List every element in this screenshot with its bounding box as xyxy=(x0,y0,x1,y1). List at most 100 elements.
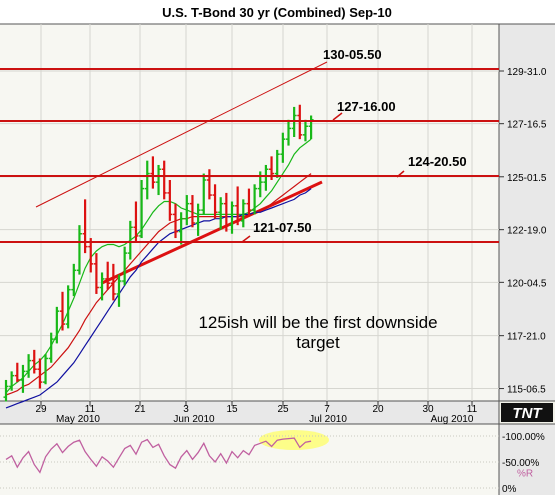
ohlc-bar xyxy=(116,274,122,307)
label-130: 130-05.50 xyxy=(323,47,382,62)
price-axis: 129-31.0 127-16.5 125-01.5 122-19.0 120-04.5… xyxy=(499,67,547,396)
callout-tick-124 xyxy=(396,170,405,178)
ohlc-bar xyxy=(274,149,280,178)
ohlc-bar xyxy=(206,169,212,200)
y-tick-label: 120-04.5 xyxy=(507,278,547,289)
x-month-label: Jun 2010 xyxy=(173,414,215,425)
ohlc-bar xyxy=(122,246,128,286)
tnt-logo: TNT xyxy=(501,403,553,422)
ohlc-bar xyxy=(54,306,60,344)
osc-tick-label: -50.00% xyxy=(502,458,539,469)
callout-tick-127 xyxy=(332,112,343,121)
ohlc-bar xyxy=(139,180,145,239)
x-day-label: 21 xyxy=(134,404,146,415)
ohlc-bar xyxy=(26,354,32,378)
x-day-label: 29 xyxy=(35,404,47,415)
ohlc-bars xyxy=(3,104,314,402)
oscillator-axis-area xyxy=(499,424,555,495)
ohlc-bar xyxy=(48,332,54,363)
x-day-label: 25 xyxy=(277,404,289,415)
ohlc-bar xyxy=(31,349,37,374)
ohlc-bar xyxy=(286,119,291,146)
ohlc-bar xyxy=(252,184,258,215)
x-month-label: May 2010 xyxy=(56,414,100,425)
ohlc-bar xyxy=(218,197,224,230)
ohlc-bar xyxy=(235,186,241,226)
ohlc-bar xyxy=(76,225,82,275)
note-line-1: 125ish will be the first downside xyxy=(198,313,437,332)
x-day-label: 3 xyxy=(183,404,189,415)
note-line-2: target xyxy=(296,333,340,352)
logo-text: TNT xyxy=(512,405,543,422)
ohlc-bar xyxy=(212,184,218,219)
callout-tick-121 xyxy=(241,235,251,243)
x-day-label: 15 xyxy=(226,404,238,415)
chart-title: U.S. T-Bond 30 yr (Combined) Sep-10 xyxy=(162,5,392,20)
y-tick-label: 115-06.5 xyxy=(507,385,546,396)
ohlc-bar xyxy=(223,192,229,232)
date-axis-area xyxy=(0,401,499,424)
y-tick-label: 129-31.0 xyxy=(507,67,547,78)
label-124: 124-20.50 xyxy=(408,154,467,169)
oscillator: -100.00% -50.00%%R0% xyxy=(0,432,545,495)
ohlc-bar xyxy=(105,261,111,290)
x-month-label: Aug 2010 xyxy=(431,414,474,425)
ohlc-bar xyxy=(133,201,139,243)
ohlc-bar xyxy=(9,371,15,391)
ohlc-bar xyxy=(240,199,246,228)
x-day-label: 11 xyxy=(85,404,96,415)
ohlc-bar xyxy=(71,263,77,297)
x-day-label: 20 xyxy=(372,404,384,415)
ohlc-bar xyxy=(60,291,65,331)
osc-tick-label: 0% xyxy=(502,484,517,495)
x-day-label: 7 xyxy=(324,404,330,415)
osc-tick-label: %R xyxy=(517,468,533,479)
ohlc-bar xyxy=(20,364,26,393)
price-axis-area xyxy=(499,24,555,401)
ohlc-bar xyxy=(156,164,162,196)
ohlc-bar xyxy=(263,164,269,191)
ohlc-bar xyxy=(150,156,156,189)
label-127: 127-16.00 xyxy=(337,99,396,114)
osc-tick-label: -100.00% xyxy=(502,432,545,443)
label-121: 121-07.50 xyxy=(253,220,312,235)
x-month-label: Jul 2010 xyxy=(309,414,347,425)
ohlc-bar xyxy=(195,203,201,236)
y-tick-label: 122-19.0 xyxy=(507,226,547,237)
ohlc-bar xyxy=(184,195,190,226)
ohlc-bar xyxy=(178,212,184,245)
ohlc-bar xyxy=(14,362,20,383)
ohlc-bar xyxy=(167,180,173,221)
oscillator-panel xyxy=(0,424,499,495)
ohlc-bar xyxy=(65,285,71,329)
ohlc-bar xyxy=(82,199,88,254)
x-day-label: 30 xyxy=(422,404,434,415)
ohlc-bar xyxy=(229,201,235,234)
ohlc-bar xyxy=(280,132,286,163)
upper-channel-line xyxy=(35,61,328,208)
ohlc-bar xyxy=(201,173,207,215)
x-day-label: 11 xyxy=(467,404,478,415)
ohlc-bar xyxy=(189,195,195,228)
williams-r-line xyxy=(5,437,312,474)
ohlc-bar xyxy=(37,358,43,389)
y-tick-label: 117-21.0 xyxy=(507,332,546,343)
ohlc-bar xyxy=(43,354,49,385)
moving-average-line xyxy=(5,173,312,396)
ohlc-bar xyxy=(88,238,94,273)
ohlc-bar xyxy=(173,203,178,239)
ohlc-bar xyxy=(93,253,99,294)
ohlc-bar xyxy=(99,272,105,301)
ohlc-bar xyxy=(302,119,308,142)
ohlc-bar xyxy=(308,115,314,140)
oscillator-highlight xyxy=(259,430,329,450)
ohlc-bar xyxy=(127,220,133,260)
ohlc-bar xyxy=(110,263,116,301)
ohlc-bar xyxy=(161,160,167,200)
y-tick-label: 127-16.5 xyxy=(507,120,547,131)
ohlc-bar xyxy=(3,379,9,402)
ohlc-bar xyxy=(246,188,252,217)
